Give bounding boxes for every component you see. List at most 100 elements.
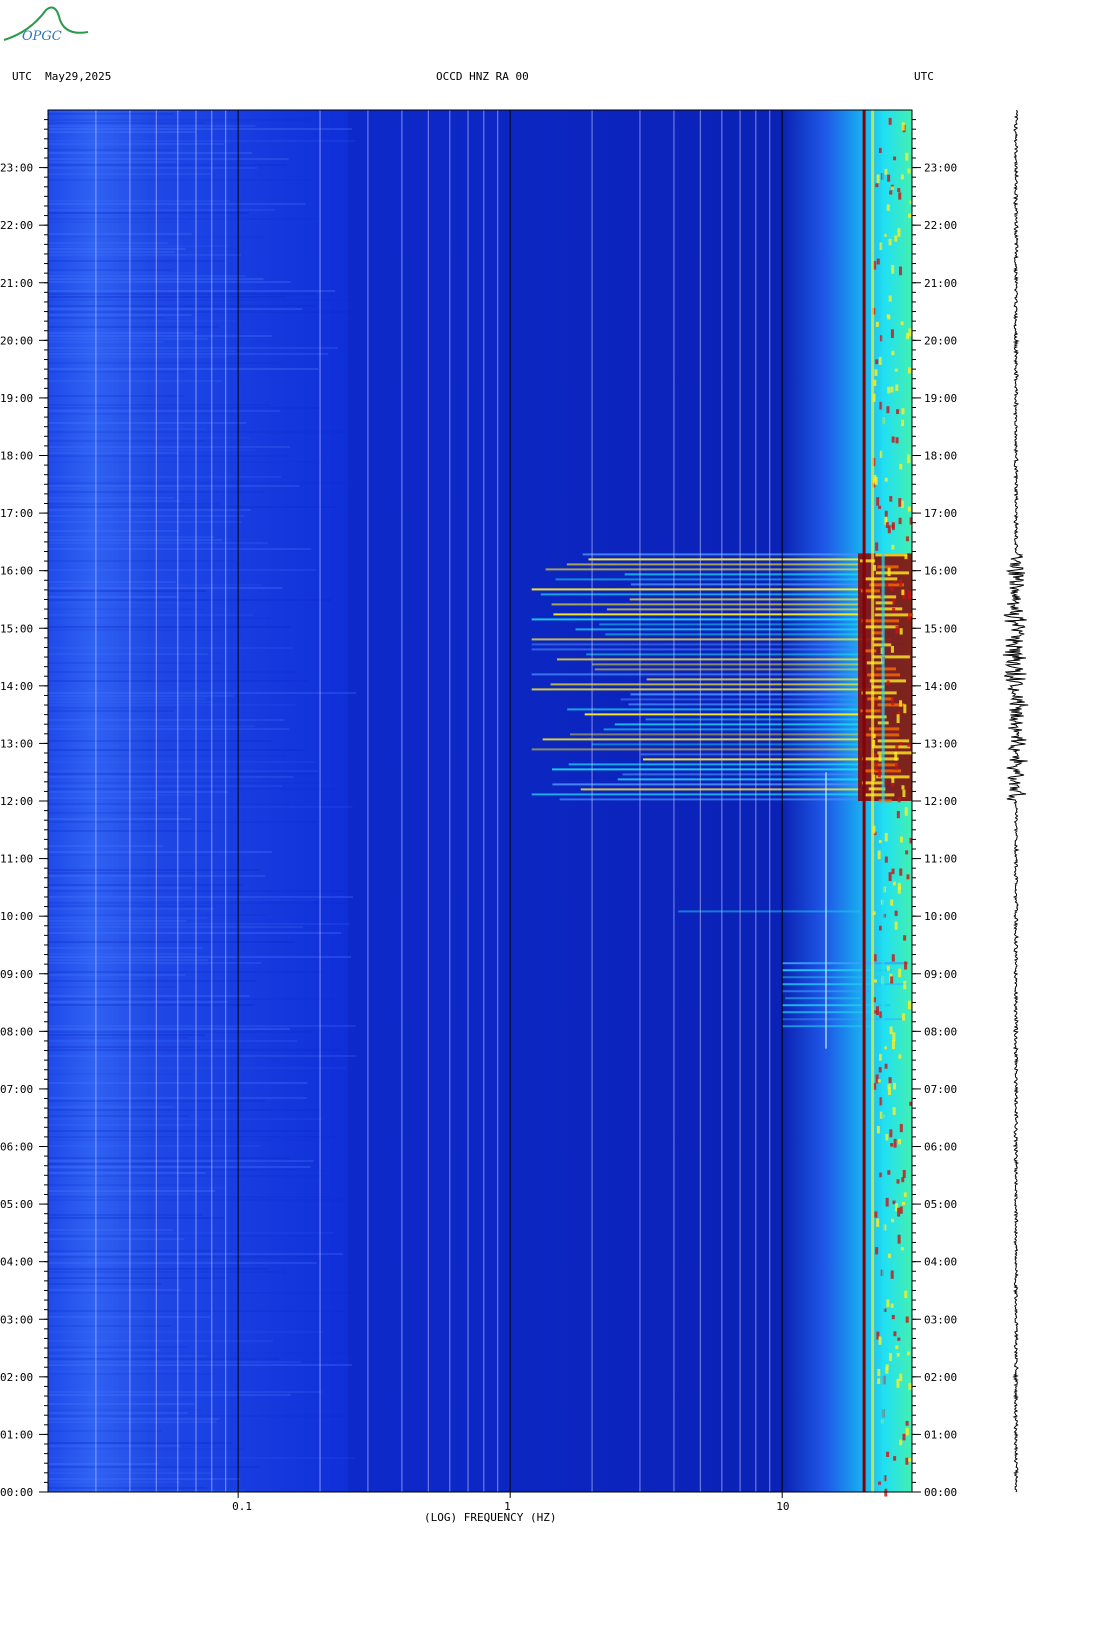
event-streak [782,1025,872,1028]
event-streak [630,583,860,586]
event-streak [567,708,860,711]
noise-stripe [48,1184,195,1186]
high-band-speckle [889,190,893,195]
noise-stripe [48,1346,189,1348]
high-band-speckle [898,517,902,525]
high-band-speckle [905,1316,909,1323]
high-band-speckle [906,874,910,880]
noise-stripe [48,1166,311,1168]
noise-stripe [48,1115,190,1117]
noise-stripe [48,851,272,853]
time-tick-label: 02:00 [924,1371,957,1384]
event-streak [552,783,860,786]
noise-stripe [48,1145,261,1147]
high-band-speckle [878,1067,882,1073]
noise-stripe [48,869,260,871]
noise-stripe [48,449,256,451]
event-streak [782,976,884,979]
high-band-speckle [888,1353,892,1361]
noise-stripe [48,1193,196,1195]
noise-stripe [48,770,318,772]
noise-stripe [48,719,285,721]
high-band-speckle [891,186,895,191]
event-hotspot [871,685,885,689]
high-band-speckle [888,238,892,246]
high-band-speckle [875,1074,879,1084]
event-streak [591,743,860,746]
time-tick-label: 06:00 [924,1141,957,1154]
noise-stripe [48,1190,216,1192]
noise-stripe [48,332,194,334]
time-tick-label: 14:00 [0,680,33,693]
high-band-speckle [890,1303,894,1308]
noise-stripe [48,590,207,592]
noise-stripe [48,1046,200,1048]
event-hotspot [875,571,910,575]
high-band-speckle [894,368,898,372]
noise-stripe [48,1124,200,1126]
time-tick-label: 00:00 [924,1486,957,1499]
high-band-speckle [903,935,907,941]
high-band-speckle [873,753,877,758]
event-streak [640,753,860,756]
high-band-speckle [890,386,894,393]
high-band-speckle [885,583,889,587]
noise-stripe [48,1250,232,1252]
time-tick-label: 05:00 [924,1198,957,1211]
noise-stripe [48,476,282,478]
high-band-speckle [876,174,880,183]
high-band-speckle [908,1458,912,1462]
noise-stripe [48,1364,352,1366]
noise-stripe [48,1175,324,1177]
time-tick-label: 04:00 [0,1256,33,1269]
time-tick-label: 03:00 [0,1313,33,1326]
high-band-speckle [895,437,899,444]
high-band-speckle [877,1368,881,1377]
high-band-speckle [905,1420,909,1426]
high-band-speckle [889,496,893,502]
noise-stripe [48,701,214,703]
high-band-speckle [897,797,901,803]
time-tick-label: 12:00 [924,795,957,808]
high-band-speckle [892,1032,896,1042]
noise-stripe [48,581,177,583]
logo-swoosh [3,6,89,41]
high-band-speckle [878,356,882,366]
high-band-speckle [904,1290,908,1298]
high-band-speckle [879,925,883,931]
time-tick-label: 15:00 [0,622,33,635]
event-streak [550,683,860,686]
high-band-speckle [886,406,890,414]
noise-stripe [48,395,185,397]
frequency-tick-label: 10 [776,1500,789,1513]
noise-stripe [48,164,288,166]
high-band-speckle [891,1314,895,1320]
event-hotspot [864,649,877,653]
noise-stripe [48,1097,307,1099]
high-band-speckle [908,590,912,600]
high-band-speckle [873,261,877,270]
noise-stripe [48,608,204,610]
noise-stripe [48,788,339,790]
high-band-speckle [900,174,904,180]
persistent-line [881,110,885,1492]
event-streak [586,653,860,656]
noise-stripe [48,899,317,901]
event-hotspot [877,739,910,743]
high-band-speckle [879,242,883,251]
event-streak [782,983,908,986]
event-hotspot [872,637,884,641]
noise-stripe [48,617,271,619]
noise-stripe [48,143,225,145]
high-band-speckle [899,1206,903,1214]
noise-stripe [48,536,215,538]
high-band-speckle [893,156,897,161]
noise-stripe [48,1430,162,1432]
time-tick-label: 10:00 [924,910,957,923]
time-tick-label: 08:00 [924,1025,957,1038]
event-hotspot [868,787,886,791]
high-band-speckle [872,479,876,484]
high-band-speckle [888,117,892,125]
noise-stripe [48,1361,302,1363]
noise-stripe [48,335,272,337]
